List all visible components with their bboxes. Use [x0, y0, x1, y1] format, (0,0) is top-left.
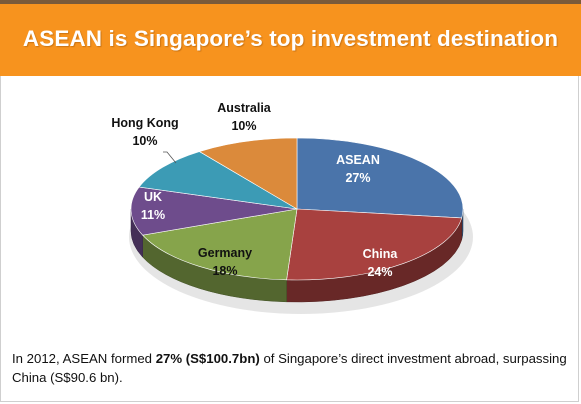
pie-slice-asean [296, 137, 464, 219]
pie-slice-australia [198, 137, 298, 210]
slice-label-china: China [363, 247, 399, 261]
slice-value-hong-kong: 10% [132, 134, 157, 148]
slice-value-china: 24% [367, 265, 392, 279]
leader-line-hong-kong [163, 151, 177, 164]
slide-title: ASEAN is Singapore’s top investment dest… [22, 26, 559, 51]
caption: In 2012, ASEAN formed 27% (S$100.7bn) of… [12, 349, 572, 387]
slice-value-uk: 11% [141, 208, 165, 222]
pie-chart: ASEAN 27% China 24% Germany 18% UK 11% Hong Kong… [0, 76, 581, 348]
slice-label-australia: Australia [217, 101, 272, 115]
title-bar: ASEAN is Singapore’s top investment dest… [0, 4, 581, 76]
pie-slice-uk [130, 186, 298, 236]
pie-chart-svg: ASEAN 27% China 24% Germany 18% UK 11% Hong Kong… [111, 101, 473, 314]
slice-label-uk: UK [144, 190, 162, 204]
caption-text-end: of Singapore’s direct investment abroad,… [12, 351, 567, 385]
caption-highlight: 27% (S$100.7bn) [155, 351, 260, 366]
pie-slice-hong-kong [138, 151, 298, 210]
slice-value-australia: 10% [231, 119, 256, 133]
caption-text-start: In 2012, ASEAN formed [12, 351, 156, 366]
slice-value-germany: 18% [212, 264, 237, 278]
slice-label-asean: ASEAN [336, 153, 380, 167]
slice-label-germany: Germany [198, 246, 252, 260]
slice-value-asean: 27% [345, 171, 370, 185]
slice-label-hong-kong: Hong Kong [111, 116, 178, 130]
pie-slice-germany [142, 208, 298, 281]
pie-slice-china [286, 208, 463, 281]
top-rule [0, 0, 581, 4]
